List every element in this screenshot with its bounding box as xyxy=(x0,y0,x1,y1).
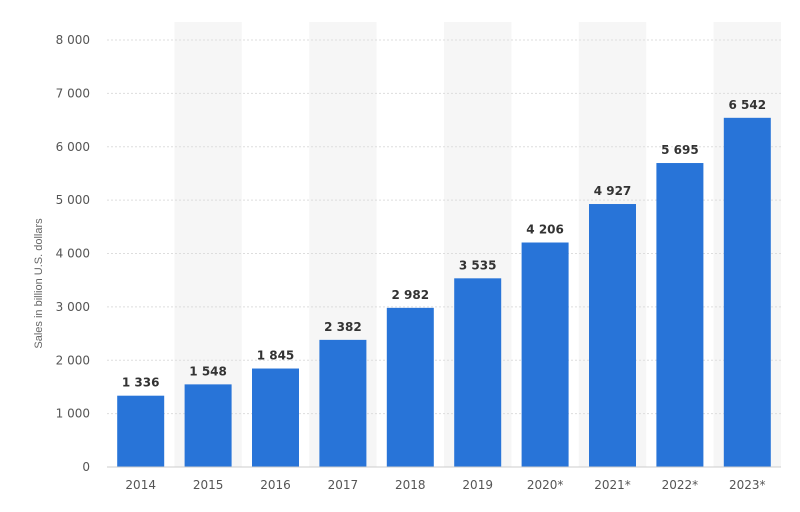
bar-value-label: 6 542 xyxy=(729,98,767,112)
bar-value-label: 1 845 xyxy=(257,349,295,363)
bar-value-label: 4 927 xyxy=(594,184,632,198)
bar-value-label: 2 382 xyxy=(324,320,362,334)
bar xyxy=(589,204,636,468)
bar xyxy=(386,307,434,467)
y-axis-label: Sales in billion U.S. dollars xyxy=(33,218,45,349)
bar-value-label: 5 695 xyxy=(661,143,699,157)
bar-value-label: 2 982 xyxy=(392,288,430,302)
y-tick-label: 0 xyxy=(82,460,90,474)
y-tick-label: 1 000 xyxy=(56,407,90,421)
x-tick-label: 2020* xyxy=(527,478,564,492)
x-tick-label: 2022* xyxy=(662,478,699,492)
bar-value-label: 3 535 xyxy=(459,258,497,272)
bar xyxy=(252,368,299,467)
y-tick-label: 8 000 xyxy=(56,33,90,47)
y-tick-label: 5 000 xyxy=(56,193,90,207)
bar-value-label: 1 336 xyxy=(122,376,160,390)
bars xyxy=(117,117,771,468)
y-tick-label: 7 000 xyxy=(56,86,90,100)
gridlines xyxy=(107,39,781,415)
x-tick-label: 2023* xyxy=(729,478,766,492)
x-tick-label: 2014 xyxy=(125,478,156,492)
bar-value-label: 1 548 xyxy=(189,364,227,378)
y-tick-label: 3 000 xyxy=(56,300,90,314)
bar xyxy=(521,242,569,467)
bar xyxy=(723,117,771,468)
x-tick-label: 2021* xyxy=(594,478,631,492)
bar xyxy=(184,384,232,467)
x-tick-label: 2018 xyxy=(395,478,426,492)
bar xyxy=(454,278,502,467)
y-tick-label: 4 000 xyxy=(56,247,90,261)
x-tick-label: 2019 xyxy=(462,478,493,492)
bar xyxy=(117,395,165,467)
x-tick-label: 2017 xyxy=(328,478,359,492)
x-axis-ticks: 2014 2015 2016 2017 2018 2019 2020* 2021* 2022* 2… xyxy=(125,478,765,492)
x-tick-label: 2016 xyxy=(260,478,291,492)
y-tick-label: 6 000 xyxy=(56,140,90,154)
y-axis-ticks: 0 1 000 2 000 3 000 4 000 5 000 6 000 7 000 8 00… xyxy=(56,33,90,474)
bar xyxy=(656,163,704,468)
y-tick-label: 2 000 xyxy=(56,353,90,367)
bar-value-label: 4 206 xyxy=(526,223,564,237)
bar-value-labels: 1 336 1 548 1 845 2 382 2 982 3 535 4 206 4 927… xyxy=(122,98,766,390)
x-tick-label: 2015 xyxy=(193,478,224,492)
bar xyxy=(319,339,367,467)
